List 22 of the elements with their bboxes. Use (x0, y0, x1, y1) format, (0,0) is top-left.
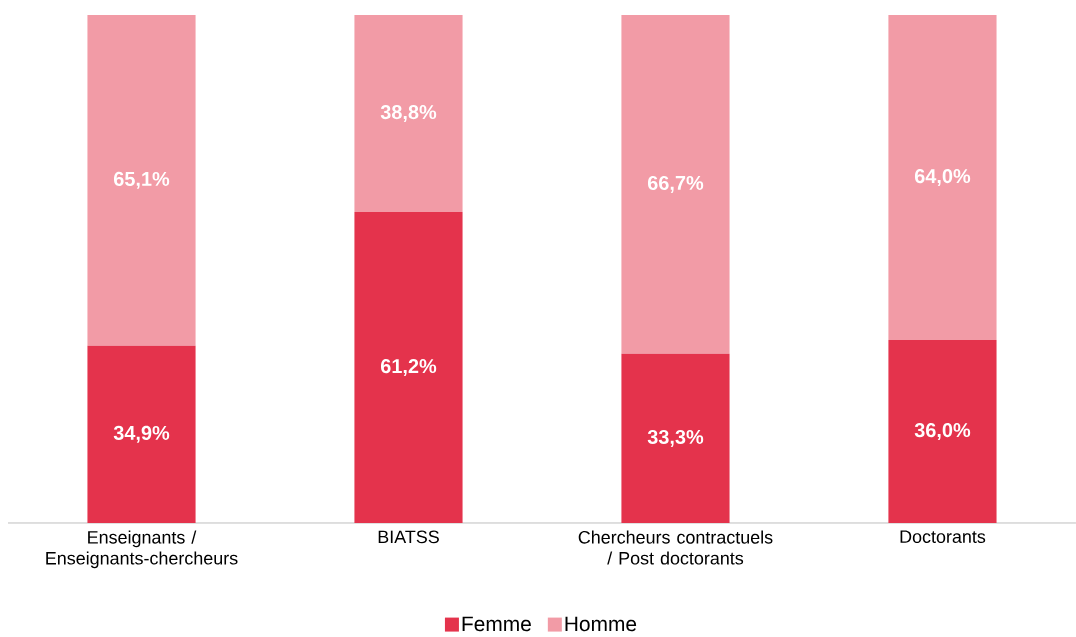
data-label: 61,2% (380, 359, 437, 377)
bar (354, 14, 463, 213)
legend-label: Homme (565, 616, 637, 632)
bar (888, 340, 997, 523)
data-label: 34,9% (113, 425, 170, 443)
bar (87, 14, 196, 346)
bar (888, 14, 997, 341)
x-tick-label: Enseignants / Enseignants-chercheurs (46, 530, 238, 569)
data-label: 33,3% (647, 429, 704, 447)
x-tick-label: Doctorants (900, 530, 986, 544)
x-tick-label: Chercheurs contractuels / Post doctorants (578, 530, 773, 565)
bar (621, 353, 730, 523)
x-tick-label: BIATSS (378, 530, 439, 544)
data-label: 64,0% (914, 169, 971, 187)
data-label: 38,8% (380, 105, 437, 123)
bar (621, 14, 730, 354)
bar (87, 345, 196, 523)
data-label: 36,0% (914, 423, 971, 441)
data-label: 65,1% (113, 171, 170, 189)
data-label: 66,7% (647, 175, 704, 193)
bar (354, 212, 463, 523)
legend-label: Femme (462, 616, 531, 632)
